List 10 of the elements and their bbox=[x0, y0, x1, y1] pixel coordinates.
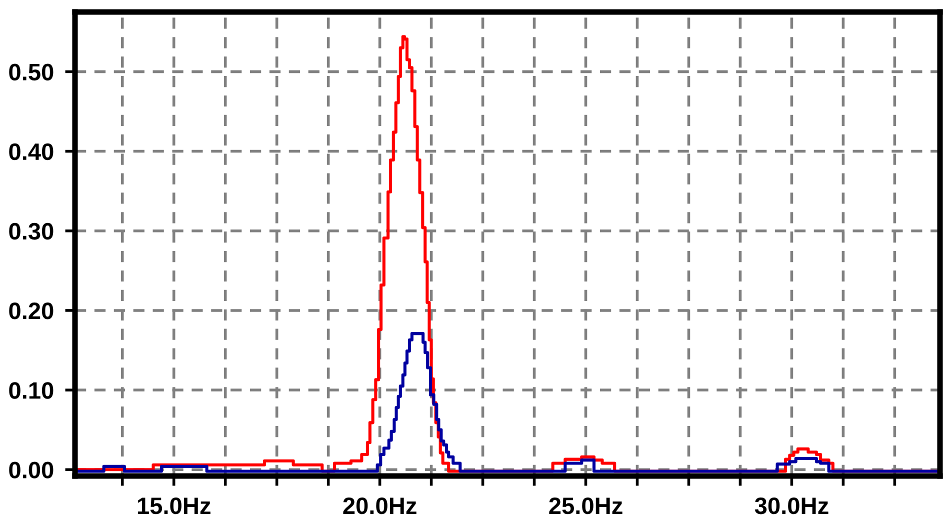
y-tick-label: 0.30 bbox=[9, 222, 54, 240]
y-tick-label: 0.00 bbox=[9, 462, 54, 478]
y-tick-label: 0.40 bbox=[9, 143, 54, 160]
x-tick-label: 20.0Hz bbox=[343, 497, 416, 514]
y-tick-label: 0.10 bbox=[9, 382, 54, 399]
y-tick-label: 0.20 bbox=[9, 302, 54, 320]
y-tick-label: 0.50 bbox=[9, 64, 54, 80]
x-tick-label: 30.0Hz bbox=[754, 497, 828, 514]
x-tick-label: 25.0Hz bbox=[549, 497, 622, 514]
x-tick-label: 15.0Hz bbox=[138, 497, 210, 514]
